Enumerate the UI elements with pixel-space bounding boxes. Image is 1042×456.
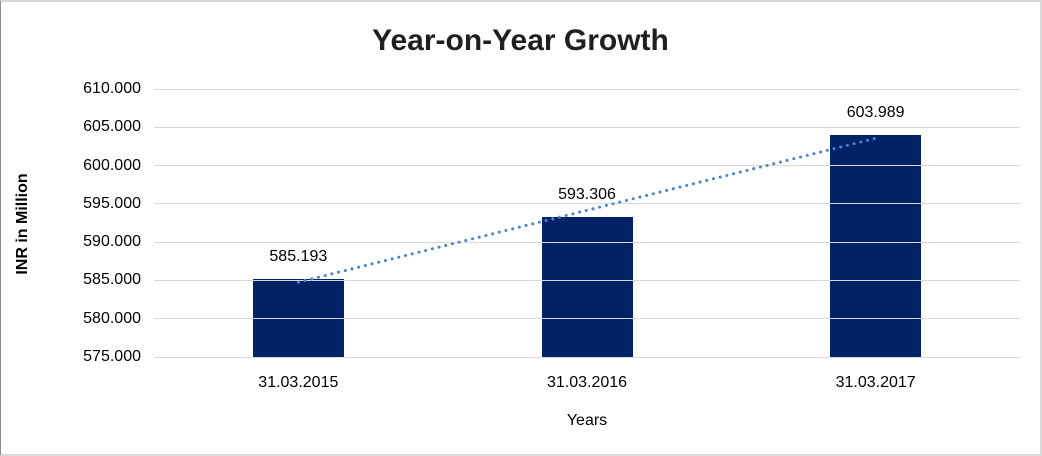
data-label: 603.989 (846, 104, 905, 122)
chart-title: Year-on-Year Growth (372, 24, 669, 57)
gridline (154, 88, 1020, 90)
y-axis-tick-label: 590.000 (83, 233, 141, 251)
y-axis-title: INR in Million (14, 173, 31, 275)
data-label: 585.193 (269, 247, 328, 265)
gridline (154, 241, 1020, 243)
gridline (154, 356, 1020, 358)
bar-31.03.2016 (541, 216, 633, 357)
bar-31.03.2015 (252, 278, 344, 357)
y-axis-tick-label: 595.000 (83, 194, 141, 212)
y-axis-tick-label: 580.000 (83, 309, 141, 327)
y-axis-tick-label: 585.000 (83, 271, 141, 289)
y-axis-tick-label: 575.000 (83, 348, 141, 365)
y-axis-tick-label: 605.000 (83, 118, 141, 136)
gridline (154, 203, 1020, 205)
bar-31.03.2017 (830, 135, 922, 357)
x-axis-tick-label: 31.03.2015 (258, 374, 339, 391)
gridline (154, 318, 1020, 320)
y-axis-tick-label: 600.000 (83, 156, 141, 174)
x-axis-title: Years (566, 412, 608, 429)
data-label: 593.306 (558, 185, 616, 203)
gridline (154, 165, 1020, 167)
x-axis-tick-label: 31.03.2017 (835, 374, 916, 391)
y-axis-tick-label: 610.000 (83, 80, 141, 97)
gridline (154, 126, 1020, 128)
gridline (154, 279, 1020, 281)
x-axis-tick-label: 31.03.2016 (546, 374, 628, 391)
